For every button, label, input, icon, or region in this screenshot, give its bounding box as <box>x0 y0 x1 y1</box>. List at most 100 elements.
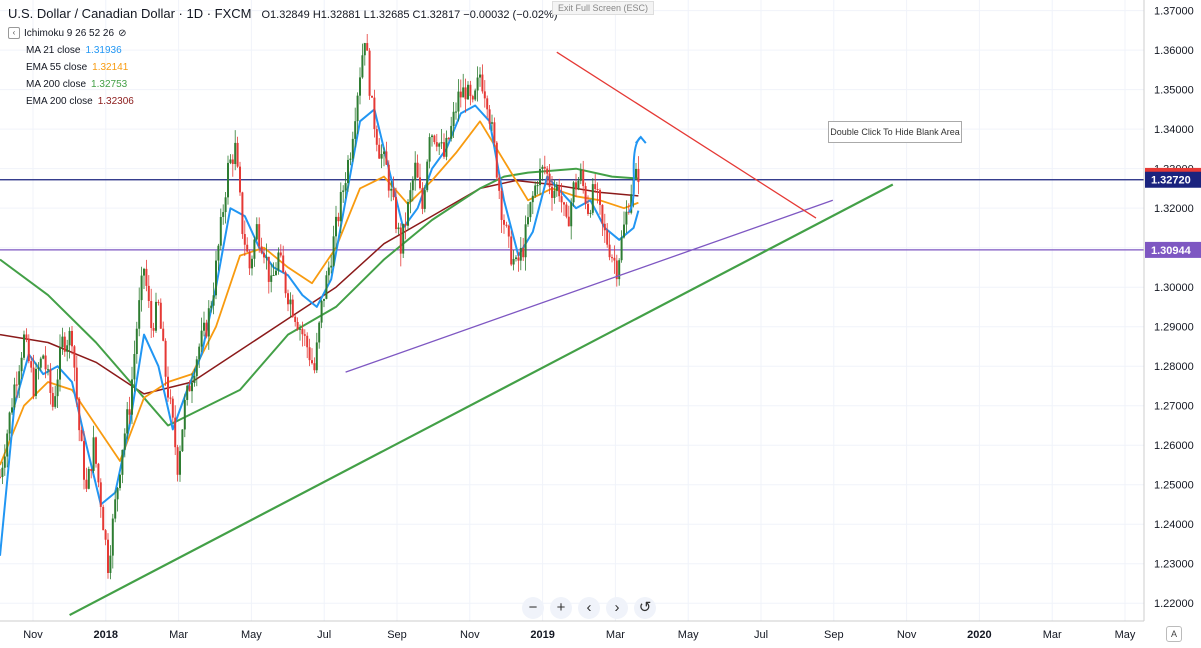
time-axis: Nov 2018 Mar May Jul Sep Nov 2019 Mar May Jul Sep No… <box>23 629 1136 641</box>
candle-body <box>397 227 400 230</box>
candle-body <box>409 190 412 203</box>
horizontal-lines <box>0 179 1144 251</box>
candle-body <box>231 159 234 165</box>
candle-body <box>407 202 409 226</box>
time-tick-label: Nov <box>460 629 480 641</box>
zoom-out-button[interactable]: − <box>522 597 544 619</box>
candle-body <box>438 143 441 147</box>
candle-body <box>428 137 431 162</box>
candle-body <box>551 186 553 198</box>
price-tick-label: 1.25000 <box>1154 480 1194 492</box>
candle-body <box>270 275 273 282</box>
candle-body <box>608 244 611 258</box>
price-tick-label: 1.34000 <box>1154 124 1194 136</box>
candle-body <box>335 216 337 237</box>
trendlines[interactable] <box>69 51 894 617</box>
candle-body <box>155 301 157 331</box>
candle-body <box>99 482 102 507</box>
candles <box>0 34 640 580</box>
candle-body <box>591 184 594 213</box>
candle-body <box>200 330 203 347</box>
candle-body <box>255 224 258 240</box>
collapse-icon[interactable]: ‹ <box>8 27 20 39</box>
time-tick-label: 2018 <box>94 629 118 641</box>
candle-body <box>143 268 145 276</box>
time-tick-label: 2020 <box>967 629 991 641</box>
candle-body <box>565 204 568 217</box>
candle-body <box>25 334 28 339</box>
ichimoku-indicator[interactable]: ‹ Ichimoku 9 26 52 26 ⊘ <box>8 27 558 39</box>
auto-scale-button[interactable]: A <box>1166 626 1182 642</box>
hidden-eye-icon[interactable]: ⊘ <box>118 27 127 39</box>
legend-ema200[interactable]: EMA 200 close 1.32306 <box>8 96 558 107</box>
candle-body <box>119 474 121 489</box>
candle-body <box>471 96 474 100</box>
red-resistance-trendline[interactable] <box>556 51 817 219</box>
price-tick-label: 1.35000 <box>1154 85 1194 97</box>
candle-body <box>383 151 385 155</box>
candle-body <box>443 142 445 157</box>
candle-body <box>195 359 198 377</box>
candle-body <box>342 190 345 192</box>
exit-fullscreen-button[interactable]: Exit Full Screen (ESC) <box>552 1 655 15</box>
legend-ma200-label: MA 200 close <box>26 79 87 90</box>
legend-ma21[interactable]: MA 21 close 1.31936 <box>8 45 558 56</box>
scroll-left-button[interactable]: ‹ <box>578 597 600 619</box>
symbol-title[interactable]: U.S. Dollar / Canadian Dollar · 1D · FXC… <box>8 6 252 21</box>
zoom-in-button[interactable]: + <box>550 597 572 619</box>
legend-ma200[interactable]: MA 200 close 1.32753 <box>8 79 558 90</box>
candle-body <box>315 342 318 371</box>
price-label-text: 1.32720 <box>1151 175 1191 187</box>
candle-body <box>176 447 179 475</box>
candle-body <box>419 177 421 189</box>
reset-icon[interactable]: ↺ <box>634 597 656 619</box>
candle-body <box>318 322 321 343</box>
candle-body <box>457 91 460 112</box>
candle-body <box>75 367 78 399</box>
candle-body <box>126 409 129 434</box>
candle-body <box>555 185 558 191</box>
time-axis-bg[interactable] <box>0 621 1201 648</box>
legend-ema55-value: 1.32141 <box>92 62 129 73</box>
scroll-right-button[interactable]: › <box>606 597 628 619</box>
candle-body <box>543 166 546 169</box>
candle-body <box>253 239 256 259</box>
candle-body <box>575 182 577 190</box>
candle-body <box>80 430 83 442</box>
purple-support-trendline[interactable] <box>345 199 834 373</box>
candle-body <box>217 245 220 261</box>
price-label-bg <box>1145 171 1201 188</box>
candle-body <box>385 151 388 165</box>
candle-body <box>493 122 496 143</box>
candle-body <box>135 328 138 355</box>
legend-ema200-label: EMA 200 close <box>26 96 93 107</box>
legend-ema55[interactable]: EMA 55 close 1.32141 <box>8 62 558 73</box>
legend-ema55-label: EMA 55 close <box>26 62 88 73</box>
candle-body <box>313 363 316 371</box>
time-tick-label: Nov <box>897 629 917 641</box>
time-tick-label: Mar <box>169 629 188 641</box>
candle-body <box>13 384 16 408</box>
candle-body <box>224 197 227 213</box>
candle-body <box>390 188 393 191</box>
candle-body <box>411 180 414 191</box>
candle-body <box>354 121 357 139</box>
price-axis-bg[interactable] <box>1144 0 1201 621</box>
candle-body <box>375 129 378 145</box>
candle-body <box>337 216 340 222</box>
green-support-trendline[interactable] <box>69 183 894 617</box>
ohlc-values: O1.32849 H1.32881 L1.32685 C1.32817 −0.0… <box>261 9 558 21</box>
candle-body <box>198 346 201 360</box>
candle-body <box>491 122 493 124</box>
candle-body <box>299 328 301 330</box>
candle-body <box>289 299 292 305</box>
candle-body <box>613 257 616 261</box>
candle-body <box>527 217 529 225</box>
price-tick-label: 1.24000 <box>1154 519 1194 531</box>
candle-body <box>296 321 299 330</box>
time-tick-label: Mar <box>606 629 625 641</box>
candle-body <box>462 87 465 98</box>
candle-body <box>349 158 352 160</box>
candle-body <box>433 135 436 143</box>
